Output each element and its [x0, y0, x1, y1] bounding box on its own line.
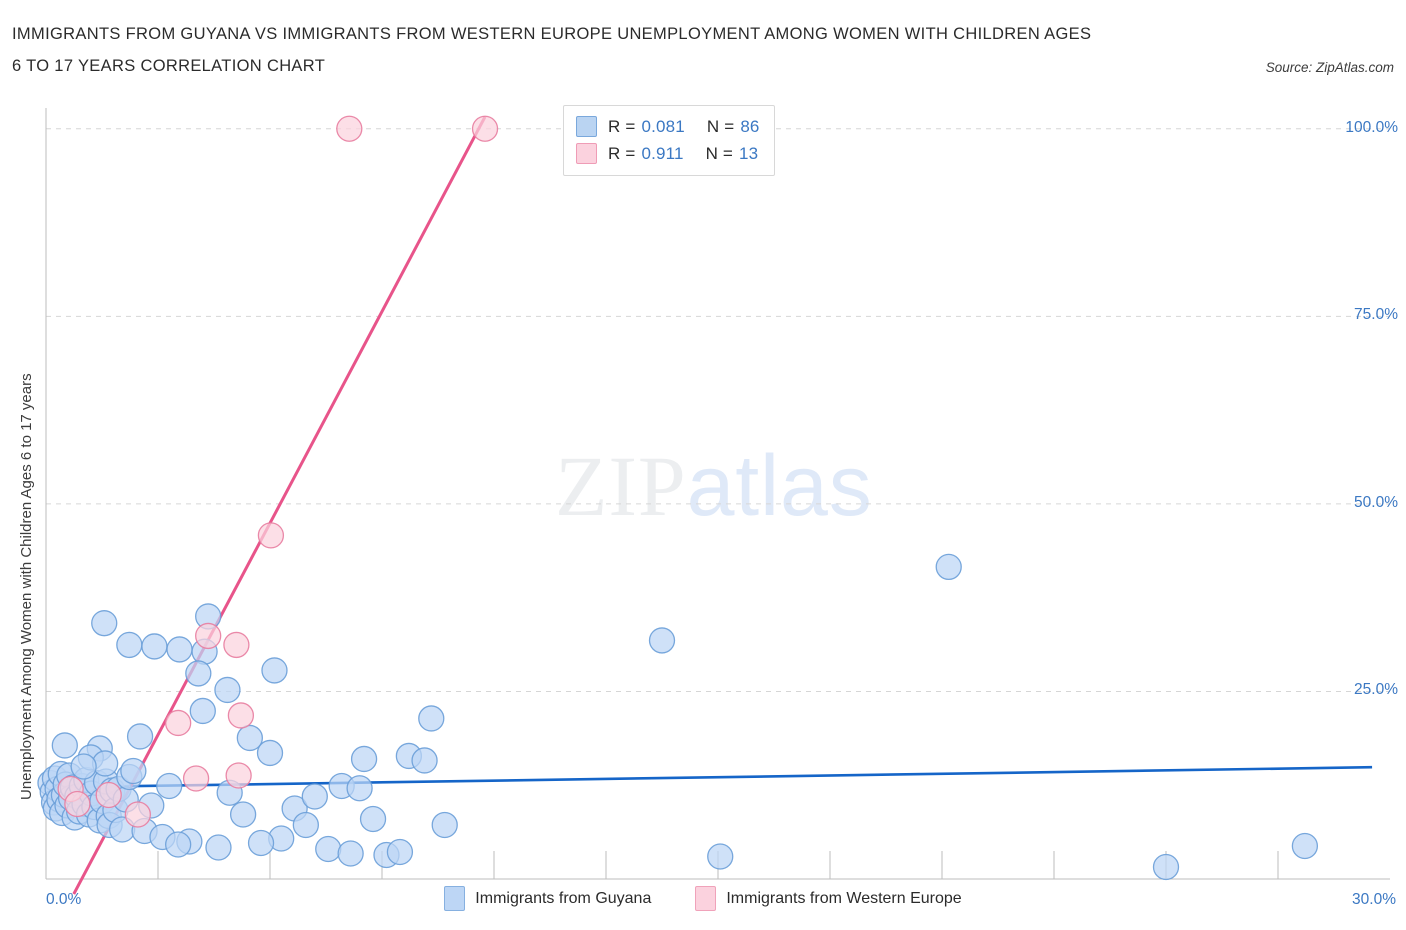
scatter-point[interactable] — [227, 702, 255, 729]
scatter-point[interactable] — [182, 765, 210, 792]
stats-row-western-europe: R = 0.911 N = 13 — [576, 140, 760, 167]
y-axis-tick-label: 25.0% — [1354, 681, 1398, 699]
scatter-point[interactable] — [301, 783, 328, 810]
scatter-point[interactable] — [359, 805, 387, 833]
r-value-pink: 0.911 — [641, 143, 684, 163]
scatter-point[interactable] — [257, 522, 285, 549]
stats-row-guyana: R = 0.081 N = 86 — [576, 113, 760, 140]
series-label-guyana: Immigrants from Guyana — [475, 889, 652, 907]
scatter-point[interactable] — [292, 811, 319, 839]
page-title: IMMIGRANTS FROM GUYANA VS IMMIGRANTS FRO… — [12, 25, 1092, 75]
scatter-point[interactable] — [185, 660, 212, 687]
scatter-point[interactable] — [350, 745, 378, 773]
scatter-point[interactable] — [229, 801, 257, 828]
series-swatch-guyana-icon — [444, 886, 466, 911]
r-label-blue: R = — [608, 116, 636, 136]
scatter-point[interactable] — [431, 811, 458, 839]
scatter-point[interactable] — [91, 610, 118, 637]
r-label-pink: R = — [608, 143, 636, 163]
r-value-blue: 0.081 — [641, 116, 685, 136]
y-axis-tick-label: 100.0% — [1345, 118, 1398, 136]
scatter-point[interactable] — [141, 633, 168, 660]
scatter-point[interactable] — [315, 835, 342, 863]
scatter-point[interactable] — [236, 724, 263, 752]
n-label-blue: N = — [706, 116, 735, 136]
scatter-point[interactable] — [165, 831, 192, 858]
scatter-point[interactable] — [214, 676, 241, 704]
series-swatch-western-europe-icon — [695, 886, 717, 911]
title-block: IMMIGRANTS FROM GUYANA VS IMMIGRANTS FRO… — [12, 18, 1222, 82]
scatter-point[interactable] — [225, 762, 252, 789]
scatter-point[interactable] — [70, 753, 97, 780]
x-axis-min-label: 0.0% — [46, 891, 82, 908]
x-axis-max-label: 30.0% — [1352, 891, 1396, 908]
scatter-point[interactable] — [116, 631, 143, 659]
scatter-point[interactable] — [386, 838, 414, 866]
scatter-point[interactable] — [124, 801, 151, 828]
scatter-point[interactable] — [95, 781, 122, 809]
y-axis-tick-label: 50.0% — [1354, 493, 1398, 511]
y-axis-title: Unemployment Among Women with Children A… — [18, 373, 35, 800]
scatter-point[interactable] — [1152, 853, 1180, 881]
legend-swatch-pink-icon — [576, 143, 597, 164]
scatter-point[interactable] — [247, 829, 275, 857]
scatter-point[interactable] — [337, 840, 364, 867]
scatter-point[interactable] — [707, 843, 734, 870]
scatter-point[interactable] — [205, 834, 232, 861]
series-legend-item-western-europe[interactable]: Immigrants from Western Europe — [695, 886, 962, 911]
scatter-point[interactable] — [126, 723, 154, 750]
n-value-pink: 13 — [739, 143, 759, 163]
scatter-point[interactable] — [336, 115, 363, 142]
y-axis-tick-label: 75.0% — [1354, 306, 1398, 324]
scatter-point[interactable] — [256, 739, 284, 767]
scatter-point[interactable] — [935, 553, 962, 581]
scatter-point[interactable] — [648, 627, 676, 654]
trend-line-guyana — [45, 765, 1373, 789]
series-label-western-europe: Immigrants from Western Europe — [726, 889, 962, 907]
correlation-stats-legend: R = 0.081 N = 86 R = 0.911 N = 13 — [563, 105, 775, 176]
legend-swatch-blue-icon — [576, 116, 597, 137]
scatter-point[interactable] — [64, 790, 91, 818]
scatter-point[interactable] — [1291, 832, 1319, 860]
series-legend-item-guyana[interactable]: Immigrants from Guyana — [444, 886, 651, 911]
scatter-point[interactable] — [165, 709, 192, 737]
scatter-point[interactable] — [411, 747, 438, 774]
n-label-pink: N = — [705, 143, 734, 163]
scatter-point[interactable] — [195, 622, 222, 650]
scatter-point[interactable] — [261, 657, 288, 684]
scatter-series-western-europe — [57, 115, 499, 828]
n-value-blue: 86 — [740, 116, 760, 136]
scatter-point[interactable] — [156, 772, 183, 800]
series-legend: Immigrants from Guyana Immigrants from W… — [0, 886, 1406, 911]
scatter-point[interactable] — [51, 732, 78, 759]
scatter-point[interactable] — [166, 636, 193, 663]
scatter-point[interactable] — [189, 697, 216, 725]
scatter-point[interactable] — [346, 775, 373, 802]
source-note: Source: ZipAtlas.com — [1265, 60, 1394, 75]
scatter-point[interactable] — [418, 705, 445, 732]
scatter-point[interactable] — [120, 757, 147, 785]
scatter-point[interactable] — [223, 631, 250, 659]
scatter-point[interactable] — [471, 115, 499, 142]
